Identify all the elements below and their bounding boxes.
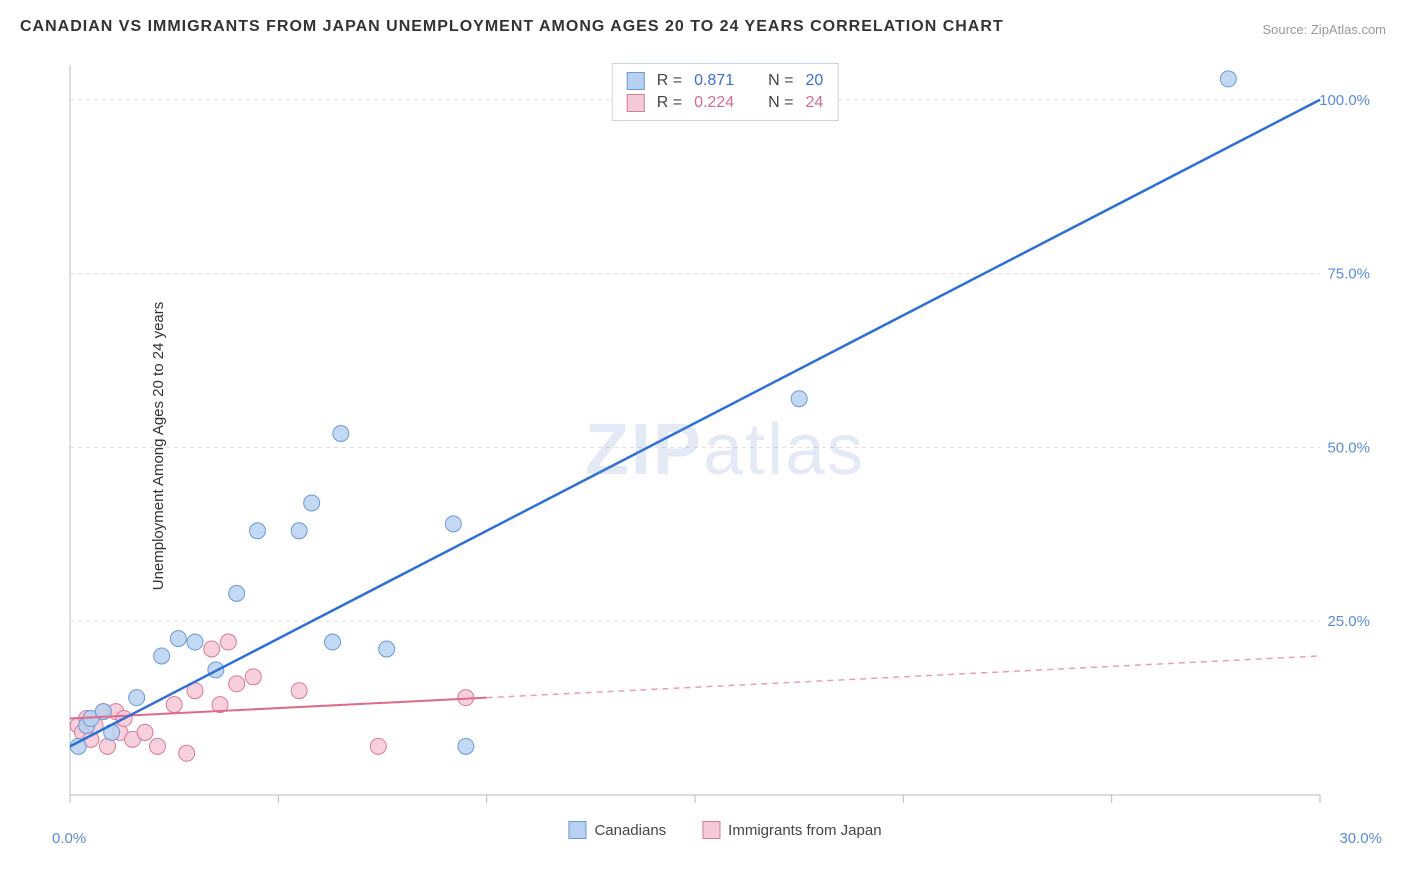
n-value-immigrants: 24 <box>805 94 823 112</box>
x-axis-min-label: 0.0% <box>52 830 86 847</box>
svg-text:25.0%: 25.0% <box>1327 613 1370 630</box>
legend-item-canadians: Canadians <box>568 821 666 839</box>
x-axis-max-label: 30.0% <box>1339 830 1382 847</box>
stats-row-canadians: R = 0.871 N = 20 <box>627 70 824 92</box>
stats-row-immigrants: R = 0.224 N = 24 <box>627 92 824 114</box>
legend-label-immigrants: Immigrants from Japan <box>728 822 881 839</box>
chart-svg: 25.0% 50.0% 75.0% 100.0% <box>60 55 1390 845</box>
legend-label-canadians: Canadians <box>594 822 666 839</box>
source-attribution: Source: ZipAtlas.com <box>1262 22 1386 37</box>
swatch-blue-icon <box>568 821 586 839</box>
n-label: N = <box>768 72 793 90</box>
r-value-immigrants: 0.224 <box>694 94 734 112</box>
legend-item-immigrants: Immigrants from Japan <box>702 821 881 839</box>
r-label: R = <box>657 72 682 90</box>
svg-text:100.0%: 100.0% <box>1319 92 1370 109</box>
svg-text:75.0%: 75.0% <box>1327 266 1370 283</box>
chart-title: CANADIAN VS IMMIGRANTS FROM JAPAN UNEMPL… <box>20 18 1004 36</box>
swatch-blue <box>627 72 645 90</box>
series-legend: Canadians Immigrants from Japan <box>568 821 881 839</box>
n-value-canadians: 20 <box>805 72 823 90</box>
correlation-stats-legend: R = 0.871 N = 20 R = 0.224 N = 24 <box>612 63 839 121</box>
n-label: N = <box>768 94 793 112</box>
swatch-pink-icon <box>702 821 720 839</box>
swatch-pink <box>627 94 645 112</box>
r-label: R = <box>657 94 682 112</box>
r-value-canadians: 0.871 <box>694 72 734 90</box>
svg-text:50.0%: 50.0% <box>1327 439 1370 456</box>
plot-area: 25.0%50.0%75.0%100.0% ZIPatlas R = 0.871… <box>60 55 1390 845</box>
